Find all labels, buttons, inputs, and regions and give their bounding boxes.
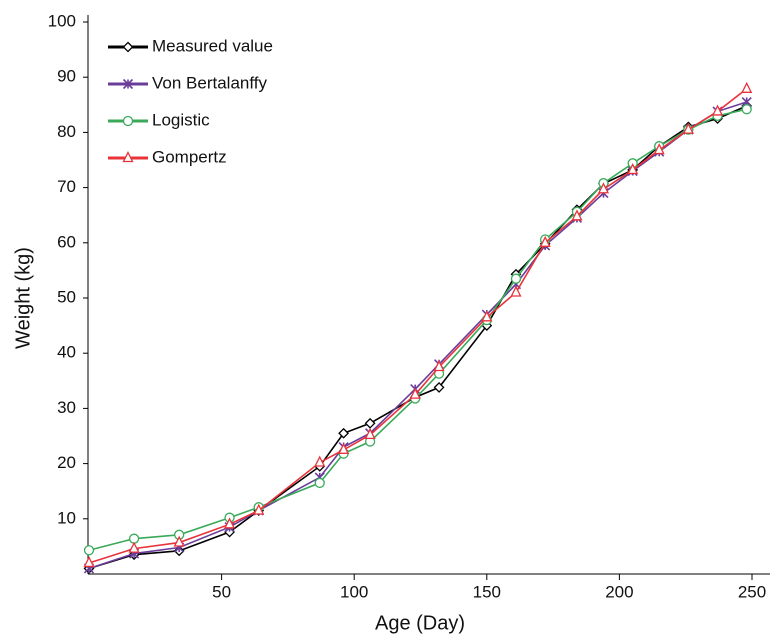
marker-shape — [314, 477, 325, 489]
y-tick-label: 40 — [57, 343, 76, 362]
marker-shape — [83, 556, 95, 568]
y-tick-label: 70 — [57, 177, 76, 196]
marker-shape — [83, 545, 95, 556]
marker-shape — [314, 455, 326, 467]
point-marker — [571, 209, 583, 221]
point-marker — [433, 360, 445, 372]
point-marker — [409, 387, 421, 399]
series-line — [88, 105, 748, 570]
series-line — [88, 101, 747, 570]
marker-shape — [122, 115, 134, 127]
marker-shape — [409, 387, 421, 399]
y-tick-label: 20 — [57, 453, 76, 472]
marker-shape — [627, 162, 639, 175]
point-marker — [653, 143, 665, 155]
x-axis-label: Age (Day) — [375, 612, 465, 634]
point-marker — [338, 427, 350, 439]
y-tick-label: 80 — [57, 122, 76, 141]
y-tick-label: 90 — [57, 67, 76, 86]
marker-shape — [224, 517, 236, 529]
marker-shape — [433, 360, 445, 372]
point-marker — [83, 556, 95, 568]
point-marker — [597, 182, 610, 194]
y-tick-label: 50 — [57, 287, 76, 306]
marker-shape — [741, 104, 752, 115]
point-marker — [682, 122, 694, 134]
point-marker — [314, 455, 326, 467]
point-marker — [741, 104, 752, 115]
point-marker — [711, 104, 724, 116]
marker-shape — [682, 122, 694, 134]
point-marker — [253, 503, 265, 515]
marker-shape — [741, 81, 753, 93]
point-marker — [433, 382, 445, 393]
legend-label: Measured value — [152, 36, 273, 55]
marker-shape — [711, 104, 724, 116]
legend-label: Gompertz — [152, 147, 227, 166]
marker-shape — [364, 417, 376, 429]
marker-shape — [122, 78, 134, 90]
marker-shape — [597, 182, 610, 194]
point-marker — [83, 545, 95, 556]
marker-shape — [510, 273, 522, 284]
marker-shape — [364, 427, 376, 440]
point-marker — [122, 41, 134, 53]
point-marker — [314, 477, 325, 489]
marker-shape — [122, 151, 134, 163]
marker-shape — [539, 235, 551, 247]
point-marker — [122, 115, 134, 127]
series-line — [88, 108, 747, 552]
point-marker — [173, 535, 185, 547]
y-axis-label: Weight (kg) — [12, 247, 34, 349]
point-marker — [122, 151, 134, 163]
y-tick-label: 30 — [57, 398, 76, 417]
marker-shape — [481, 310, 493, 322]
point-marker — [364, 417, 376, 429]
point-marker — [510, 285, 522, 297]
y-tick-label: 100 — [48, 11, 76, 30]
marker-shape — [433, 382, 445, 393]
point-marker — [741, 81, 753, 93]
point-marker — [627, 162, 639, 175]
x-tick-label: 200 — [605, 582, 633, 601]
point-marker — [510, 273, 522, 284]
marker-shape — [338, 427, 350, 439]
marker-shape — [338, 442, 350, 454]
marker-shape — [510, 285, 522, 297]
marker-shape — [173, 535, 185, 547]
point-marker — [481, 310, 493, 322]
marker-shape — [253, 503, 265, 515]
legend-label: Logistic — [152, 110, 210, 129]
marker-shape — [571, 209, 583, 221]
point-marker — [539, 235, 551, 247]
marker-shape — [653, 143, 665, 155]
point-marker — [364, 427, 376, 440]
x-tick-label: 150 — [473, 582, 501, 601]
legend-label: Von Bertalanffy — [152, 73, 267, 92]
point-marker — [338, 442, 350, 454]
x-tick-label: 250 — [738, 582, 766, 601]
point-marker — [128, 541, 140, 553]
marker-shape — [128, 541, 140, 553]
x-tick-label: 50 — [212, 582, 231, 601]
marker-shape — [122, 41, 134, 53]
y-tick-label: 60 — [57, 232, 76, 251]
y-tick-label: 10 — [57, 508, 76, 527]
point-marker — [224, 517, 236, 529]
point-marker — [122, 78, 134, 90]
x-tick-label: 100 — [340, 582, 368, 601]
